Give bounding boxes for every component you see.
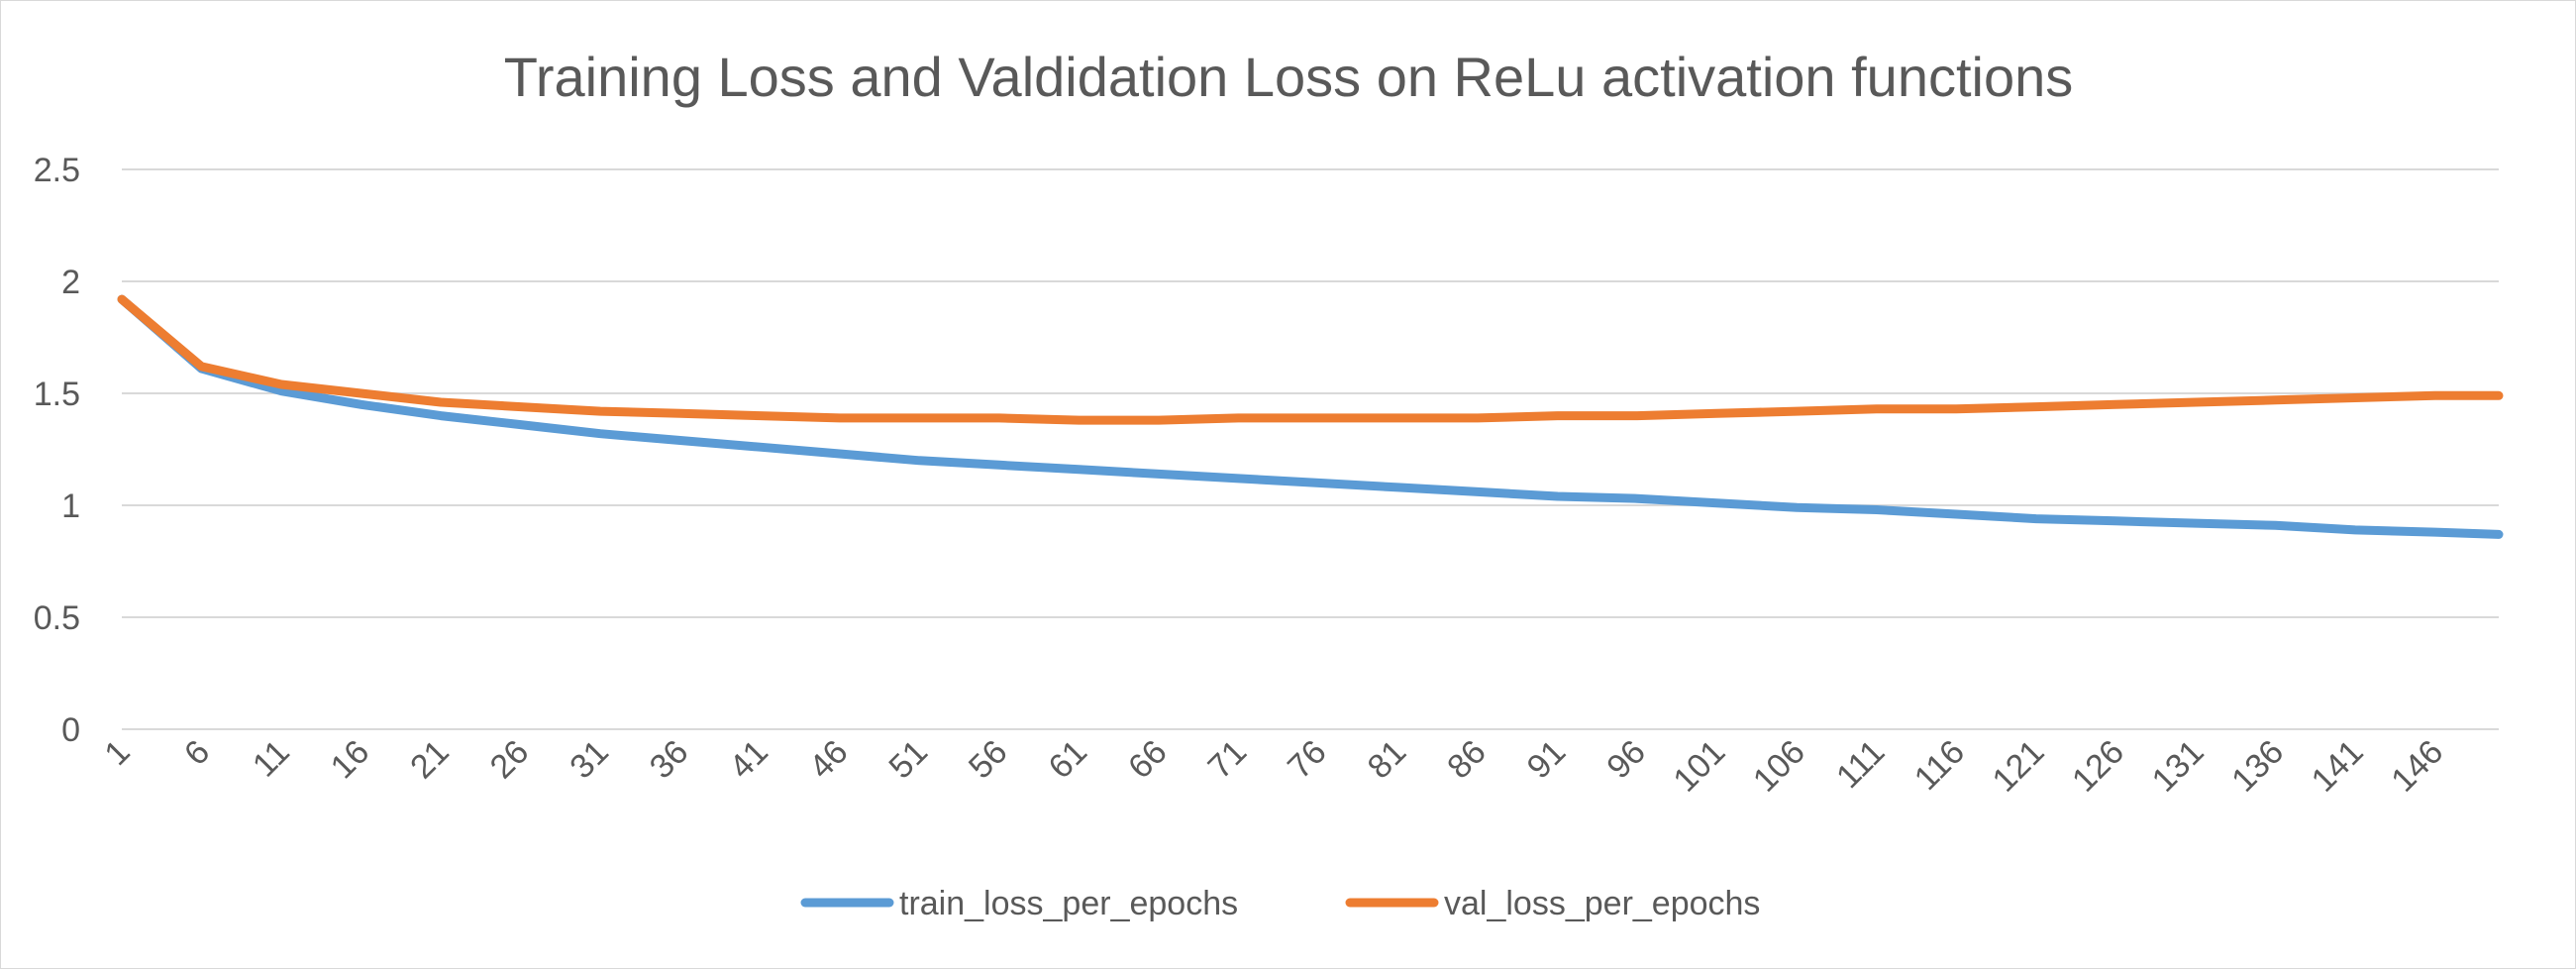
- x-tick-label: 1: [97, 733, 137, 773]
- x-tick-label: 31: [563, 733, 616, 787]
- x-tick-label: 41: [722, 733, 775, 787]
- x-tick-label: 36: [643, 733, 696, 787]
- x-tick-label: 121: [1986, 733, 2052, 800]
- data-series: [117, 294, 2504, 539]
- x-tick-label: 111: [1829, 733, 1892, 796]
- legend-label: val_loss_per_epochs: [1444, 885, 1760, 922]
- x-tick-label: 136: [2224, 733, 2291, 800]
- y-tick-label: 2: [61, 264, 80, 301]
- y-tick-label: 0.5: [34, 599, 80, 637]
- x-tick-label: 26: [483, 733, 537, 787]
- y-axis-tick-labels: 0 0.5 1 1.5 2 2.5: [34, 152, 80, 749]
- series-line-val_loss_per_epochs: [117, 294, 2504, 425]
- x-tick-label: 131: [2145, 733, 2212, 800]
- x-tick-label: 116: [1907, 733, 1972, 798]
- x-tick-label: 56: [962, 733, 1015, 787]
- x-axis-tick-labels: 1 6 11 16 21 26 31 36 41 46 51 56 61 66 71 76 81 86 91 96 10…: [97, 733, 2450, 800]
- x-tick-label: 146: [2384, 733, 2450, 800]
- x-tick-label: 21: [403, 733, 457, 787]
- x-tick-label: 86: [1440, 733, 1494, 787]
- x-tick-label: 101: [1666, 733, 1732, 800]
- series-line-train_loss_per_epochs: [117, 294, 2504, 539]
- chart-title: Training Loss and Valdidation Loss on Re…: [504, 46, 2074, 108]
- x-tick-label: 81: [1361, 733, 1414, 787]
- x-tick-label: 96: [1599, 733, 1653, 787]
- y-tick-label: 0: [61, 711, 80, 749]
- gridlines: [122, 168, 2499, 730]
- x-tick-label: 126: [2065, 733, 2131, 800]
- x-tick-label: 61: [1041, 733, 1094, 787]
- x-tick-label: 46: [802, 733, 856, 787]
- x-tick-label: 11: [246, 733, 297, 785]
- x-tick-label: 6: [177, 733, 217, 773]
- x-tick-label: 51: [881, 733, 935, 787]
- y-tick-label: 1.5: [34, 376, 80, 413]
- x-tick-label: 16: [324, 733, 377, 787]
- x-tick-label: 141: [2305, 733, 2371, 800]
- legend-label: train_loss_per_epochs: [899, 885, 1238, 922]
- x-tick-label: 106: [1746, 733, 1812, 800]
- legend: train_loss_per_epochs val_loss_per_epochs: [800, 885, 1760, 922]
- x-tick-label: 76: [1281, 733, 1334, 787]
- y-tick-label: 2.5: [34, 152, 80, 189]
- x-tick-label: 71: [1201, 733, 1255, 787]
- x-tick-label: 66: [1121, 733, 1175, 787]
- y-tick-label: 1: [61, 487, 80, 525]
- x-tick-label: 91: [1520, 733, 1574, 787]
